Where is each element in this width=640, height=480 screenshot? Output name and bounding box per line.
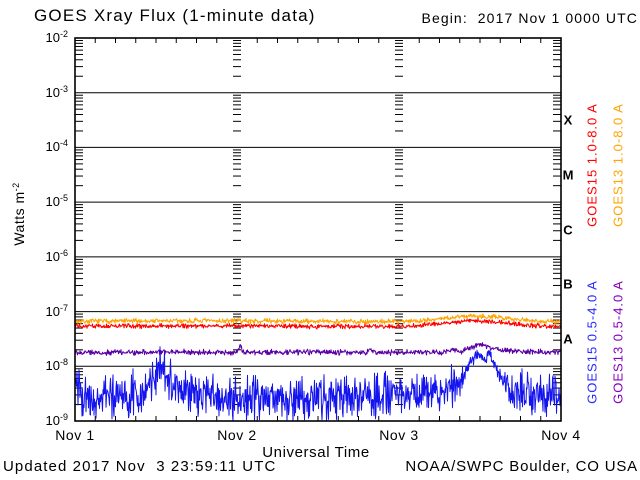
chart-title: GOES Xray Flux (1-minute data) (34, 6, 316, 25)
y-tick-label: 10-5 (45, 193, 68, 210)
x-tick-label: Nov 1 (55, 427, 95, 443)
updated-timestamp: Updated 2017 Nov 3 23:59:11 UTC (3, 458, 277, 475)
series-line-goes13-long (74, 313, 562, 325)
y-tick-label: 10-8 (45, 357, 68, 374)
x-tick-label: Nov 2 (217, 427, 257, 443)
series-line-goes13-short (74, 342, 562, 356)
y-axis-title: Watts m-2 (11, 182, 27, 246)
y-tick-label: 10-2 (45, 29, 68, 45)
x-tick-label: Nov 3 (379, 427, 419, 443)
plot-frame (74, 37, 562, 422)
flux-class-letter-a: A (563, 331, 573, 347)
y-tick-label: 10-3 (45, 83, 68, 100)
flux-class-letter-m: M (562, 167, 574, 183)
legend-label-goes15-1-0-8-0-a: GOES15 1.0-8.0 A (584, 103, 600, 227)
source-attribution: NOAA/SWPC Boulder, CO USA (405, 458, 638, 475)
legend-label-goes13-1-0-8-0-a: GOES13 1.0-8.0 A (610, 103, 626, 227)
y-tick-label: 10-4 (45, 138, 68, 155)
y-tick-label: 10-7 (45, 302, 68, 319)
y-tick-label: 10-9 (45, 412, 68, 428)
series-line-goes15-long (74, 318, 562, 330)
flux-class-letter-x: X (563, 112, 573, 128)
y-tick-label: 10-6 (45, 247, 68, 264)
x-axis-title: Universal Time (262, 444, 370, 461)
begin-time-label: Begin: 2017 Nov 1 0000 UTC (421, 10, 638, 26)
flux-class-letter-b: B (563, 276, 573, 292)
flux-class-letter-c: C (563, 222, 573, 237)
legend-label-goes13-0-5-4-0-a: GOES13 0.5-4.0 A (610, 280, 626, 404)
legend-label-goes15-0-5-4-0-a: GOES15 0.5-4.0 A (584, 280, 600, 404)
series-line-goes15-short (74, 346, 562, 422)
x-tick-label: Nov 4 (541, 427, 581, 443)
